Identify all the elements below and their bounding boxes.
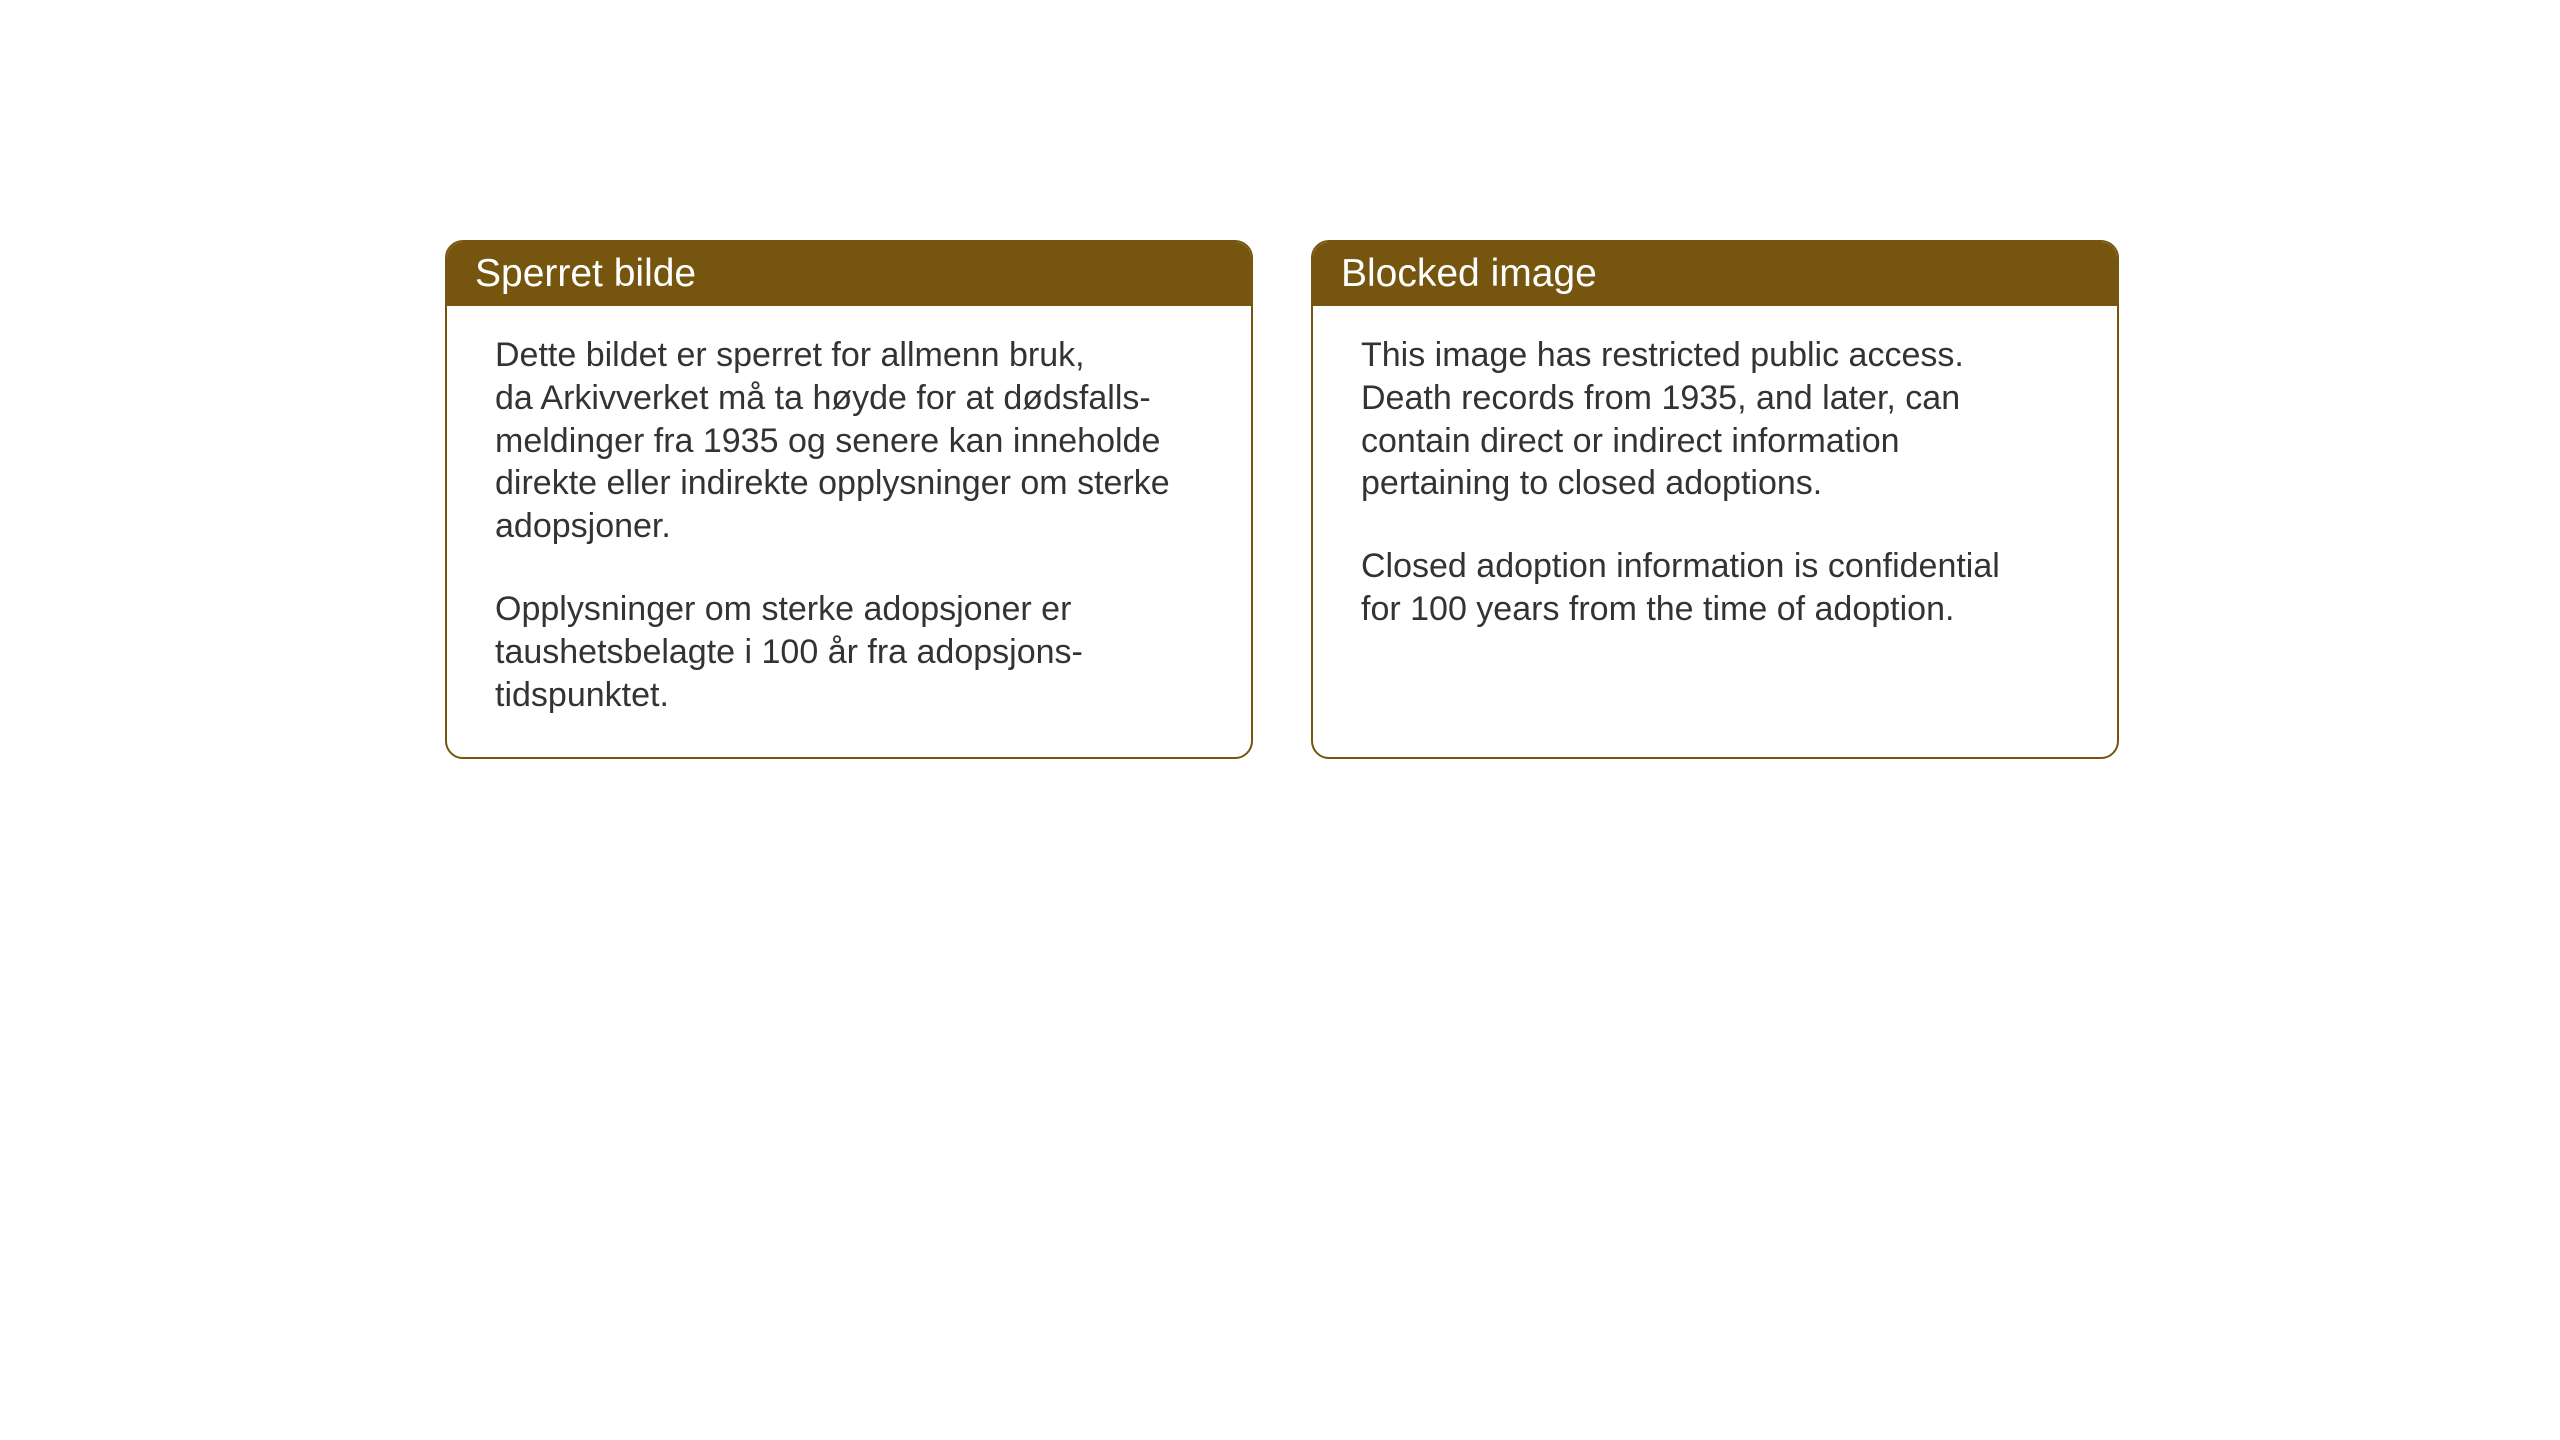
english-paragraph-1: This image has restricted public access.…: [1361, 334, 2069, 505]
english-card-body: This image has restricted public access.…: [1313, 306, 2117, 671]
norwegian-paragraph-1: Dette bildet er sperret for allmenn bruk…: [495, 334, 1203, 548]
english-card-title: Blocked image: [1313, 242, 2117, 306]
norwegian-paragraph-2: Opplysninger om sterke adopsjoner ertaus…: [495, 588, 1203, 716]
english-notice-card: Blocked image This image has restricted …: [1311, 240, 2119, 759]
norwegian-card-title: Sperret bilde: [447, 242, 1251, 306]
norwegian-card-body: Dette bildet er sperret for allmenn bruk…: [447, 306, 1251, 757]
notice-cards-container: Sperret bilde Dette bildet er sperret fo…: [445, 240, 2119, 759]
norwegian-notice-card: Sperret bilde Dette bildet er sperret fo…: [445, 240, 1253, 759]
english-paragraph-2: Closed adoption information is confident…: [1361, 545, 2069, 631]
